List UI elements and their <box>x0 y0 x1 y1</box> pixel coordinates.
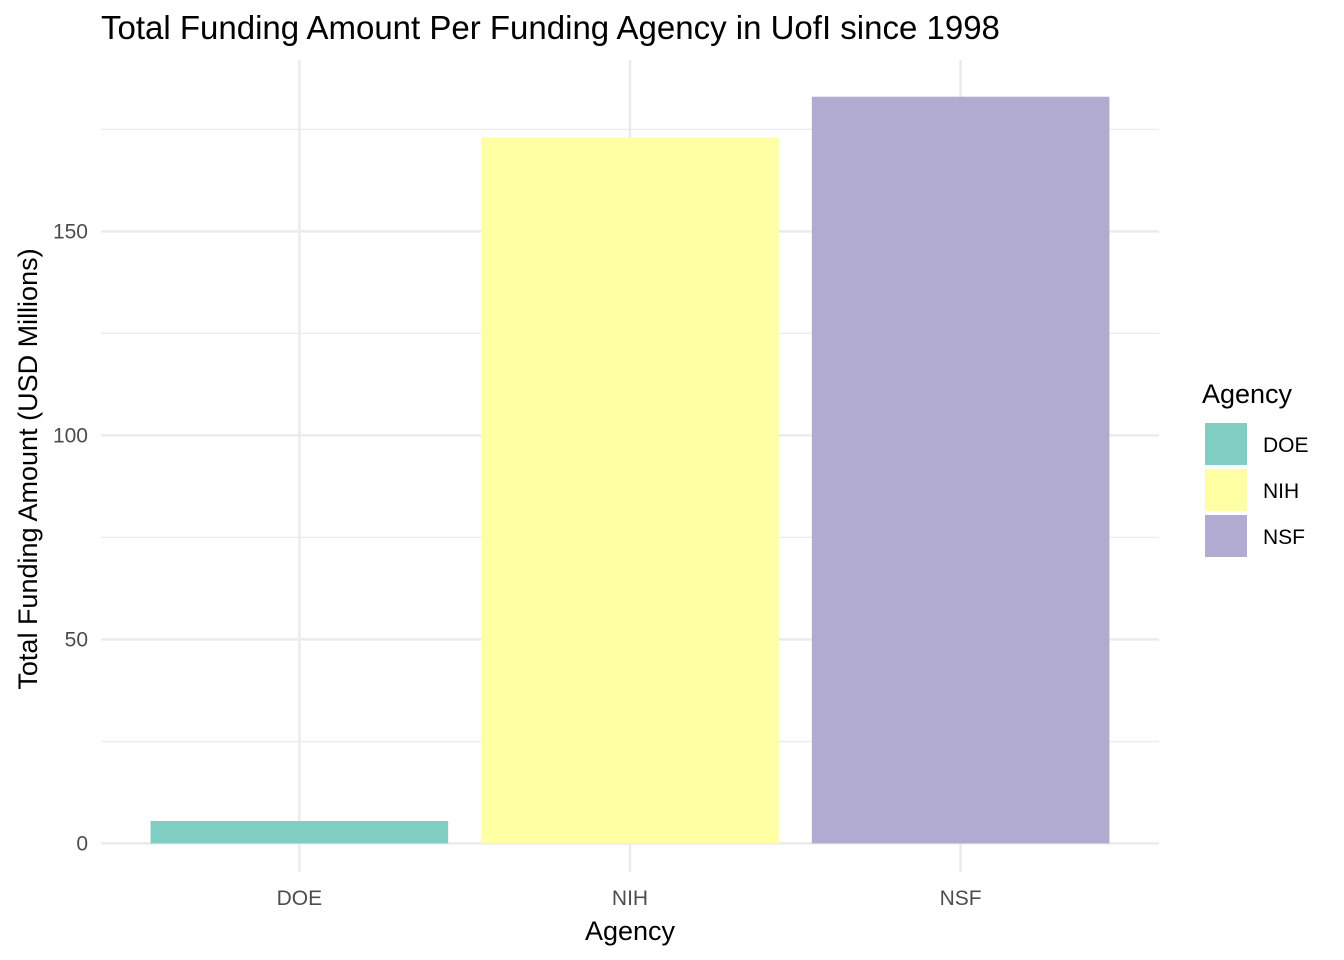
bars <box>150 96 1110 844</box>
y-tick-label: 100 <box>53 424 88 447</box>
chart-title: Total Funding Amount Per Funding Agency … <box>101 9 1000 46</box>
legend-swatch-doe <box>1205 423 1247 465</box>
legend-label-nih: NIH <box>1263 480 1299 503</box>
legend-swatch-nsf <box>1205 515 1247 557</box>
y-axis-ticks: 0 50 100 150 <box>53 220 88 855</box>
y-axis-title: Total Funding Amount (USD Millions) <box>13 248 43 689</box>
x-tick-label: DOE <box>277 887 323 910</box>
y-tick-label: 150 <box>53 220 88 243</box>
legend: Agency DOE NIH NSF <box>1202 379 1309 557</box>
legend-label-nsf: NSF <box>1263 526 1305 549</box>
x-tick-label: NIH <box>612 887 648 910</box>
x-axis-title: Agency <box>585 916 676 946</box>
y-tick-label: 0 <box>76 832 88 855</box>
y-tick-label: 50 <box>65 628 88 651</box>
x-axis-ticks: DOE NIH NSF <box>277 887 982 910</box>
bar-nih <box>481 137 779 844</box>
bar-doe <box>150 820 449 844</box>
x-tick-label: NSF <box>940 887 982 910</box>
legend-title: Agency <box>1202 379 1293 409</box>
legend-swatch-nih <box>1205 469 1247 511</box>
bar-nsf <box>811 96 1110 844</box>
legend-label-doe: DOE <box>1263 434 1309 457</box>
legend-items: DOE NIH NSF <box>1205 423 1309 557</box>
